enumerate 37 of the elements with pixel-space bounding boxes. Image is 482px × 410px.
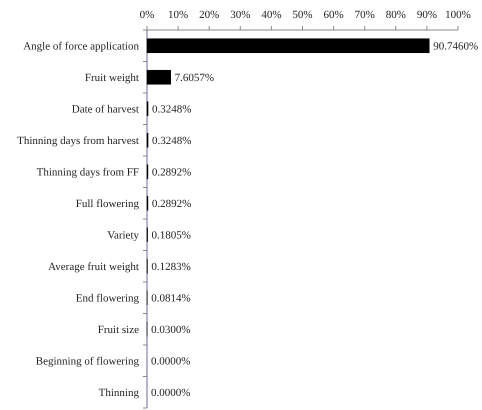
bar: [146, 38, 430, 54]
y-tick-label: Beginning of flowering: [36, 356, 140, 368]
y-tick-label: Angle of force application: [23, 40, 140, 53]
x-tick-label: 30%: [230, 9, 250, 21]
y-tick-label: Fruit size: [98, 324, 140, 336]
data-label: 0.2892%: [152, 166, 192, 179]
data-label: 0.3248%: [152, 104, 192, 116]
data-label: 0.1805%: [152, 230, 191, 242]
y-tick-label: Date of harvest: [72, 104, 139, 116]
x-tick-label: 100%: [445, 9, 471, 21]
data-label: 0.0000%: [151, 387, 190, 400]
y-tick-label: Fruit weight: [84, 72, 139, 84]
x-tick-label: 10%: [168, 9, 188, 21]
x-tick-label: 70%: [354, 9, 375, 21]
y-tick-label: Full flowering: [76, 198, 140, 210]
x-tick-label: 20%: [199, 9, 220, 21]
data-label: 7.6057%: [174, 72, 214, 84]
data-label: 0.0300%: [151, 324, 191, 336]
x-tick-label: 40%: [261, 9, 282, 21]
y-tick-label: Thinning days from harvest: [17, 135, 139, 148]
data-label: 0.0000%: [151, 356, 190, 368]
y-tick-label: Thinning: [98, 387, 140, 400]
data-label: 90.7460%: [433, 40, 478, 53]
x-tick-label: 0%: [140, 9, 154, 21]
y-tick-label: Variety: [107, 230, 140, 242]
x-tick-label: 80%: [386, 9, 406, 21]
data-label: 0.2892%: [152, 198, 192, 210]
y-tick-label: Thinning days from FF: [36, 166, 139, 179]
y-tick-label: End flowering: [76, 292, 140, 305]
x-tick-label: 90%: [416, 9, 437, 21]
x-tick-label: 60%: [324, 9, 344, 21]
x-tick-label: 50%: [292, 9, 313, 21]
data-label: 0.3248%: [152, 135, 192, 148]
bar: [146, 70, 171, 85]
data-label: 0.0814%: [151, 292, 191, 305]
y-tick-label: Average fruit weight: [48, 261, 139, 274]
data-label: 0.1283%: [151, 261, 191, 274]
